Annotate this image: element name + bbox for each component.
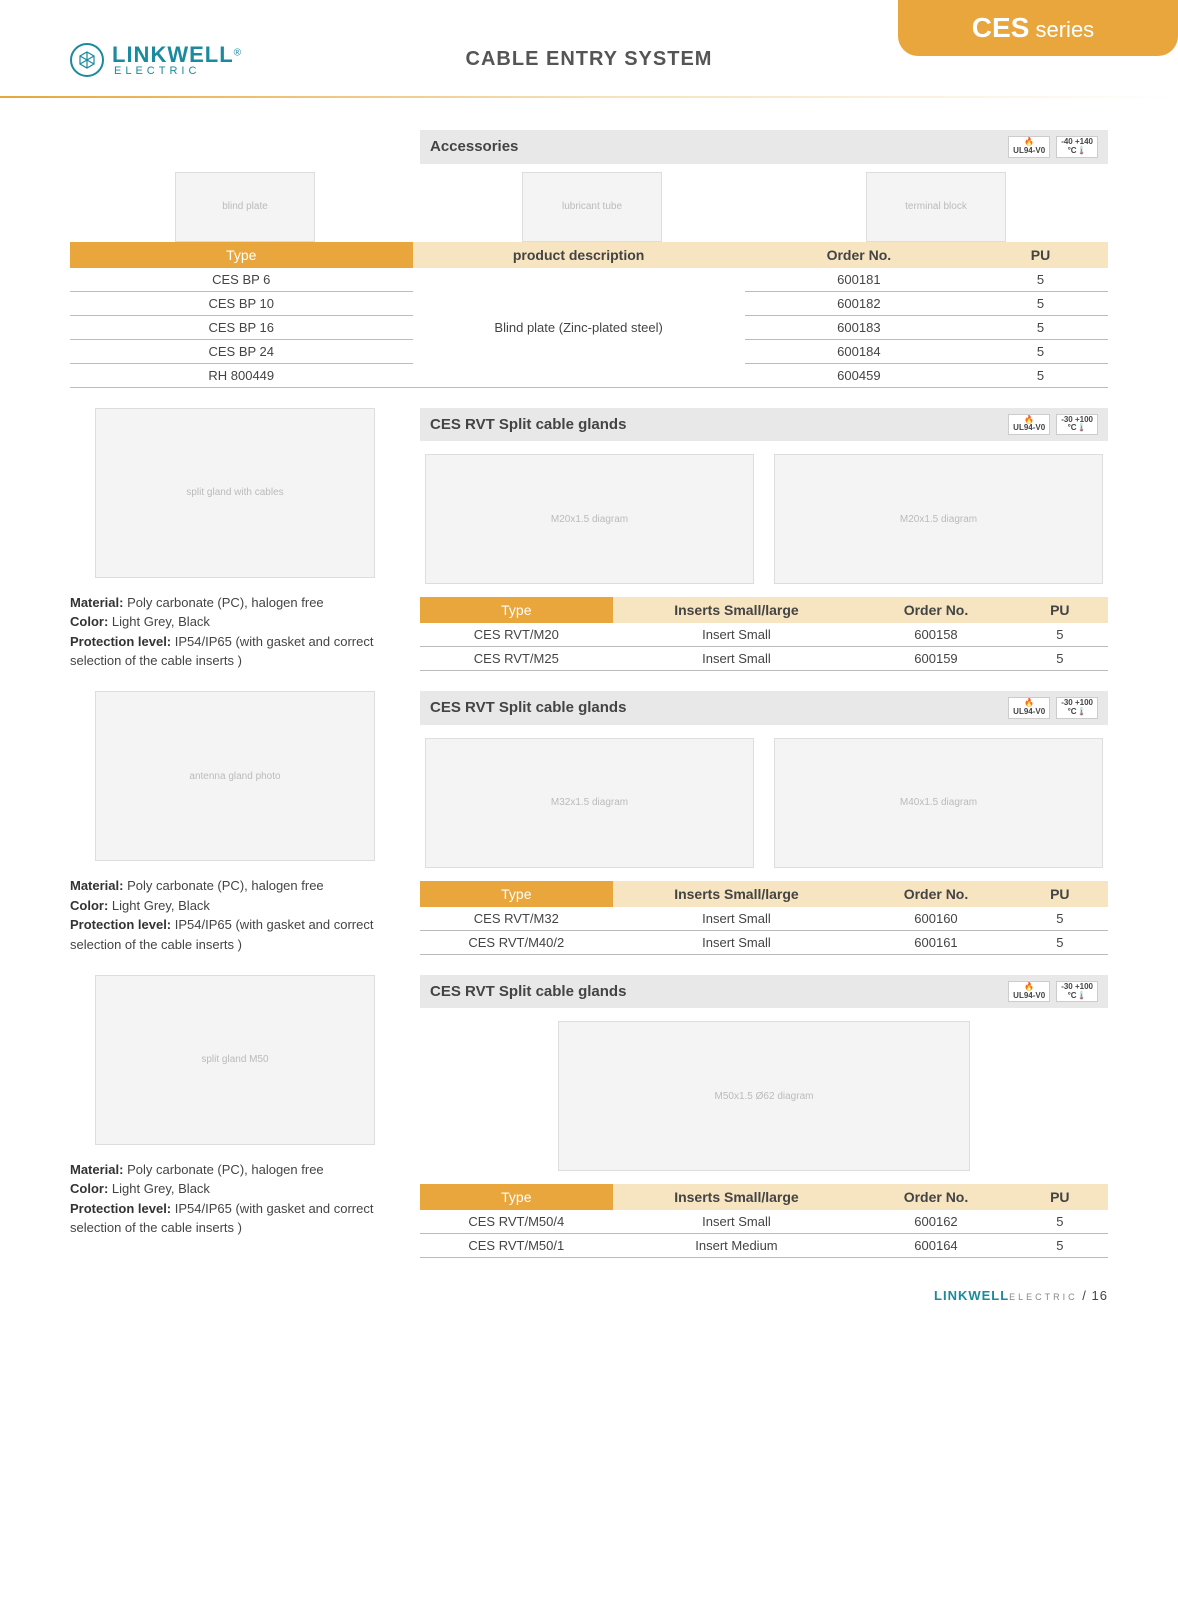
rvt3-table: Type Inserts Small/large Order No. PU CE…	[420, 1184, 1108, 1258]
th-type: Type	[420, 881, 613, 907]
series-bold: CES	[972, 12, 1030, 43]
rvt1-table: Type Inserts Small/large Order No. PU CE…	[420, 597, 1108, 671]
rvt1-diagram-2: M20x1.5 diagram	[774, 454, 1103, 584]
rvt2-image: antenna gland photo	[95, 691, 375, 861]
terminal-image: terminal block	[866, 172, 1006, 242]
th-pu: PU	[1012, 881, 1108, 907]
rvt1-title-bar: CES RVT Split cable glands 🔥UL94-V0 -30 …	[420, 408, 1108, 442]
logo-icon	[70, 43, 104, 77]
rvt2-specs: Material: Poly carbonate (PC), halogen f…	[70, 876, 400, 954]
th-type: Type	[420, 1184, 613, 1210]
accessories-table: Type product description Order No. PU CE…	[70, 242, 1108, 388]
rvt-section-2: antenna gland photo Material: Poly carbo…	[70, 691, 1108, 955]
page-number: 16	[1092, 1288, 1108, 1303]
table-row: CES RVT/M25Insert Small6001595	[420, 647, 1108, 671]
page-footer: LINKWELLELECTRIC / 16	[70, 1288, 1108, 1303]
ul-badge: 🔥UL94-V0	[1008, 697, 1050, 719]
tube-image: lubricant tube	[522, 172, 662, 242]
table-row: CES RVT/M32Insert Small6001605	[420, 907, 1108, 931]
footer-sub: ELECTRIC	[1009, 1292, 1078, 1302]
rvt1-diagram-1: M20x1.5 diagram	[425, 454, 754, 584]
temp-badge: -30 +100°C🌡️	[1056, 414, 1098, 436]
accessories-images: blind plate lubricant tube terminal bloc…	[70, 172, 1108, 242]
th-order: Order No.	[860, 1184, 1011, 1210]
th-pu: PU	[1012, 597, 1108, 623]
rvt3-diagram-1: M50x1.5 Ø62 diagram	[558, 1021, 971, 1171]
rvt1-title: CES RVT Split cable glands	[430, 416, 626, 433]
th-pu: PU	[973, 242, 1108, 268]
th-inserts: Inserts Small/large	[613, 881, 861, 907]
table-row: CES RVT/M20Insert Small6001585	[420, 623, 1108, 647]
footer-brand: LINKWELL	[934, 1288, 1009, 1303]
th-type: Type	[70, 242, 413, 268]
ul-badge: 🔥UL94-V0	[1008, 136, 1050, 158]
rvt3-specs: Material: Poly carbonate (PC), halogen f…	[70, 1160, 400, 1238]
page-header: LINKWELL® ELECTRIC CABLE ENTRY SYSTEM CE…	[70, 30, 1108, 90]
temp-badge: -30 +100°C🌡️	[1056, 981, 1098, 1003]
rvt1-specs: Material: Poly carbonate (PC), halogen f…	[70, 593, 400, 671]
accessories-desc: Blind plate (Zinc-plated steel)	[413, 268, 745, 388]
accessories-title-bar: Accessories 🔥UL94-V0 -40 +140°C🌡️	[420, 130, 1108, 164]
brand-reg: ®	[234, 47, 241, 58]
header-underline	[0, 96, 1178, 98]
rvt3-title: CES RVT Split cable glands	[430, 983, 626, 1000]
rvt-section-3: split gland M50 Material: Poly carbonate…	[70, 975, 1108, 1259]
th-order: Order No.	[860, 597, 1011, 623]
blind-plate-image: blind plate	[175, 172, 315, 242]
th-desc: product description	[413, 242, 745, 268]
rvt3-image: split gland M50	[95, 975, 375, 1145]
rvt2-diagram-1: M32x1.5 diagram	[425, 738, 754, 868]
accessories-title: Accessories	[430, 138, 518, 155]
temp-badge: -40 +140°C🌡️	[1056, 136, 1098, 158]
header-title: CABLE ENTRY SYSTEM	[466, 48, 713, 71]
brand-name: LINKWELL	[112, 42, 234, 67]
table-row: CES RVT/M50/1Insert Medium6001645	[420, 1234, 1108, 1258]
rvt2-title: CES RVT Split cable glands	[430, 699, 626, 716]
th-pu: PU	[1012, 1184, 1108, 1210]
ul-badge: 🔥UL94-V0	[1008, 414, 1050, 436]
rvt-section-1: split gland with cables Material: Poly c…	[70, 408, 1108, 672]
rvt1-image: split gland with cables	[95, 408, 375, 578]
brand-sub: ELECTRIC	[114, 66, 241, 77]
accessories-section: Accessories 🔥UL94-V0 -40 +140°C🌡️ blind …	[70, 130, 1108, 388]
rvt2-diagram-2: M40x1.5 diagram	[774, 738, 1103, 868]
table-row: CES RVT/M40/2Insert Small6001615	[420, 930, 1108, 954]
series-tab: CES series	[898, 0, 1178, 56]
table-row: CES BP 6 Blind plate (Zinc-plated steel)…	[70, 268, 1108, 292]
table-row: CES RVT/M50/4Insert Small6001625	[420, 1210, 1108, 1234]
rvt2-table: Type Inserts Small/large Order No. PU CE…	[420, 881, 1108, 955]
rvt3-title-bar: CES RVT Split cable glands 🔥UL94-V0 -30 …	[420, 975, 1108, 1009]
th-type: Type	[420, 597, 613, 623]
th-order: Order No.	[745, 242, 973, 268]
th-inserts: Inserts Small/large	[613, 1184, 861, 1210]
th-inserts: Inserts Small/large	[613, 597, 861, 623]
rvt2-title-bar: CES RVT Split cable glands 🔥UL94-V0 -30 …	[420, 691, 1108, 725]
th-order: Order No.	[860, 881, 1011, 907]
series-light: series	[1036, 17, 1095, 42]
brand-logo: LINKWELL® ELECTRIC	[70, 43, 241, 77]
ul-badge: 🔥UL94-V0	[1008, 981, 1050, 1003]
temp-badge: -30 +100°C🌡️	[1056, 697, 1098, 719]
